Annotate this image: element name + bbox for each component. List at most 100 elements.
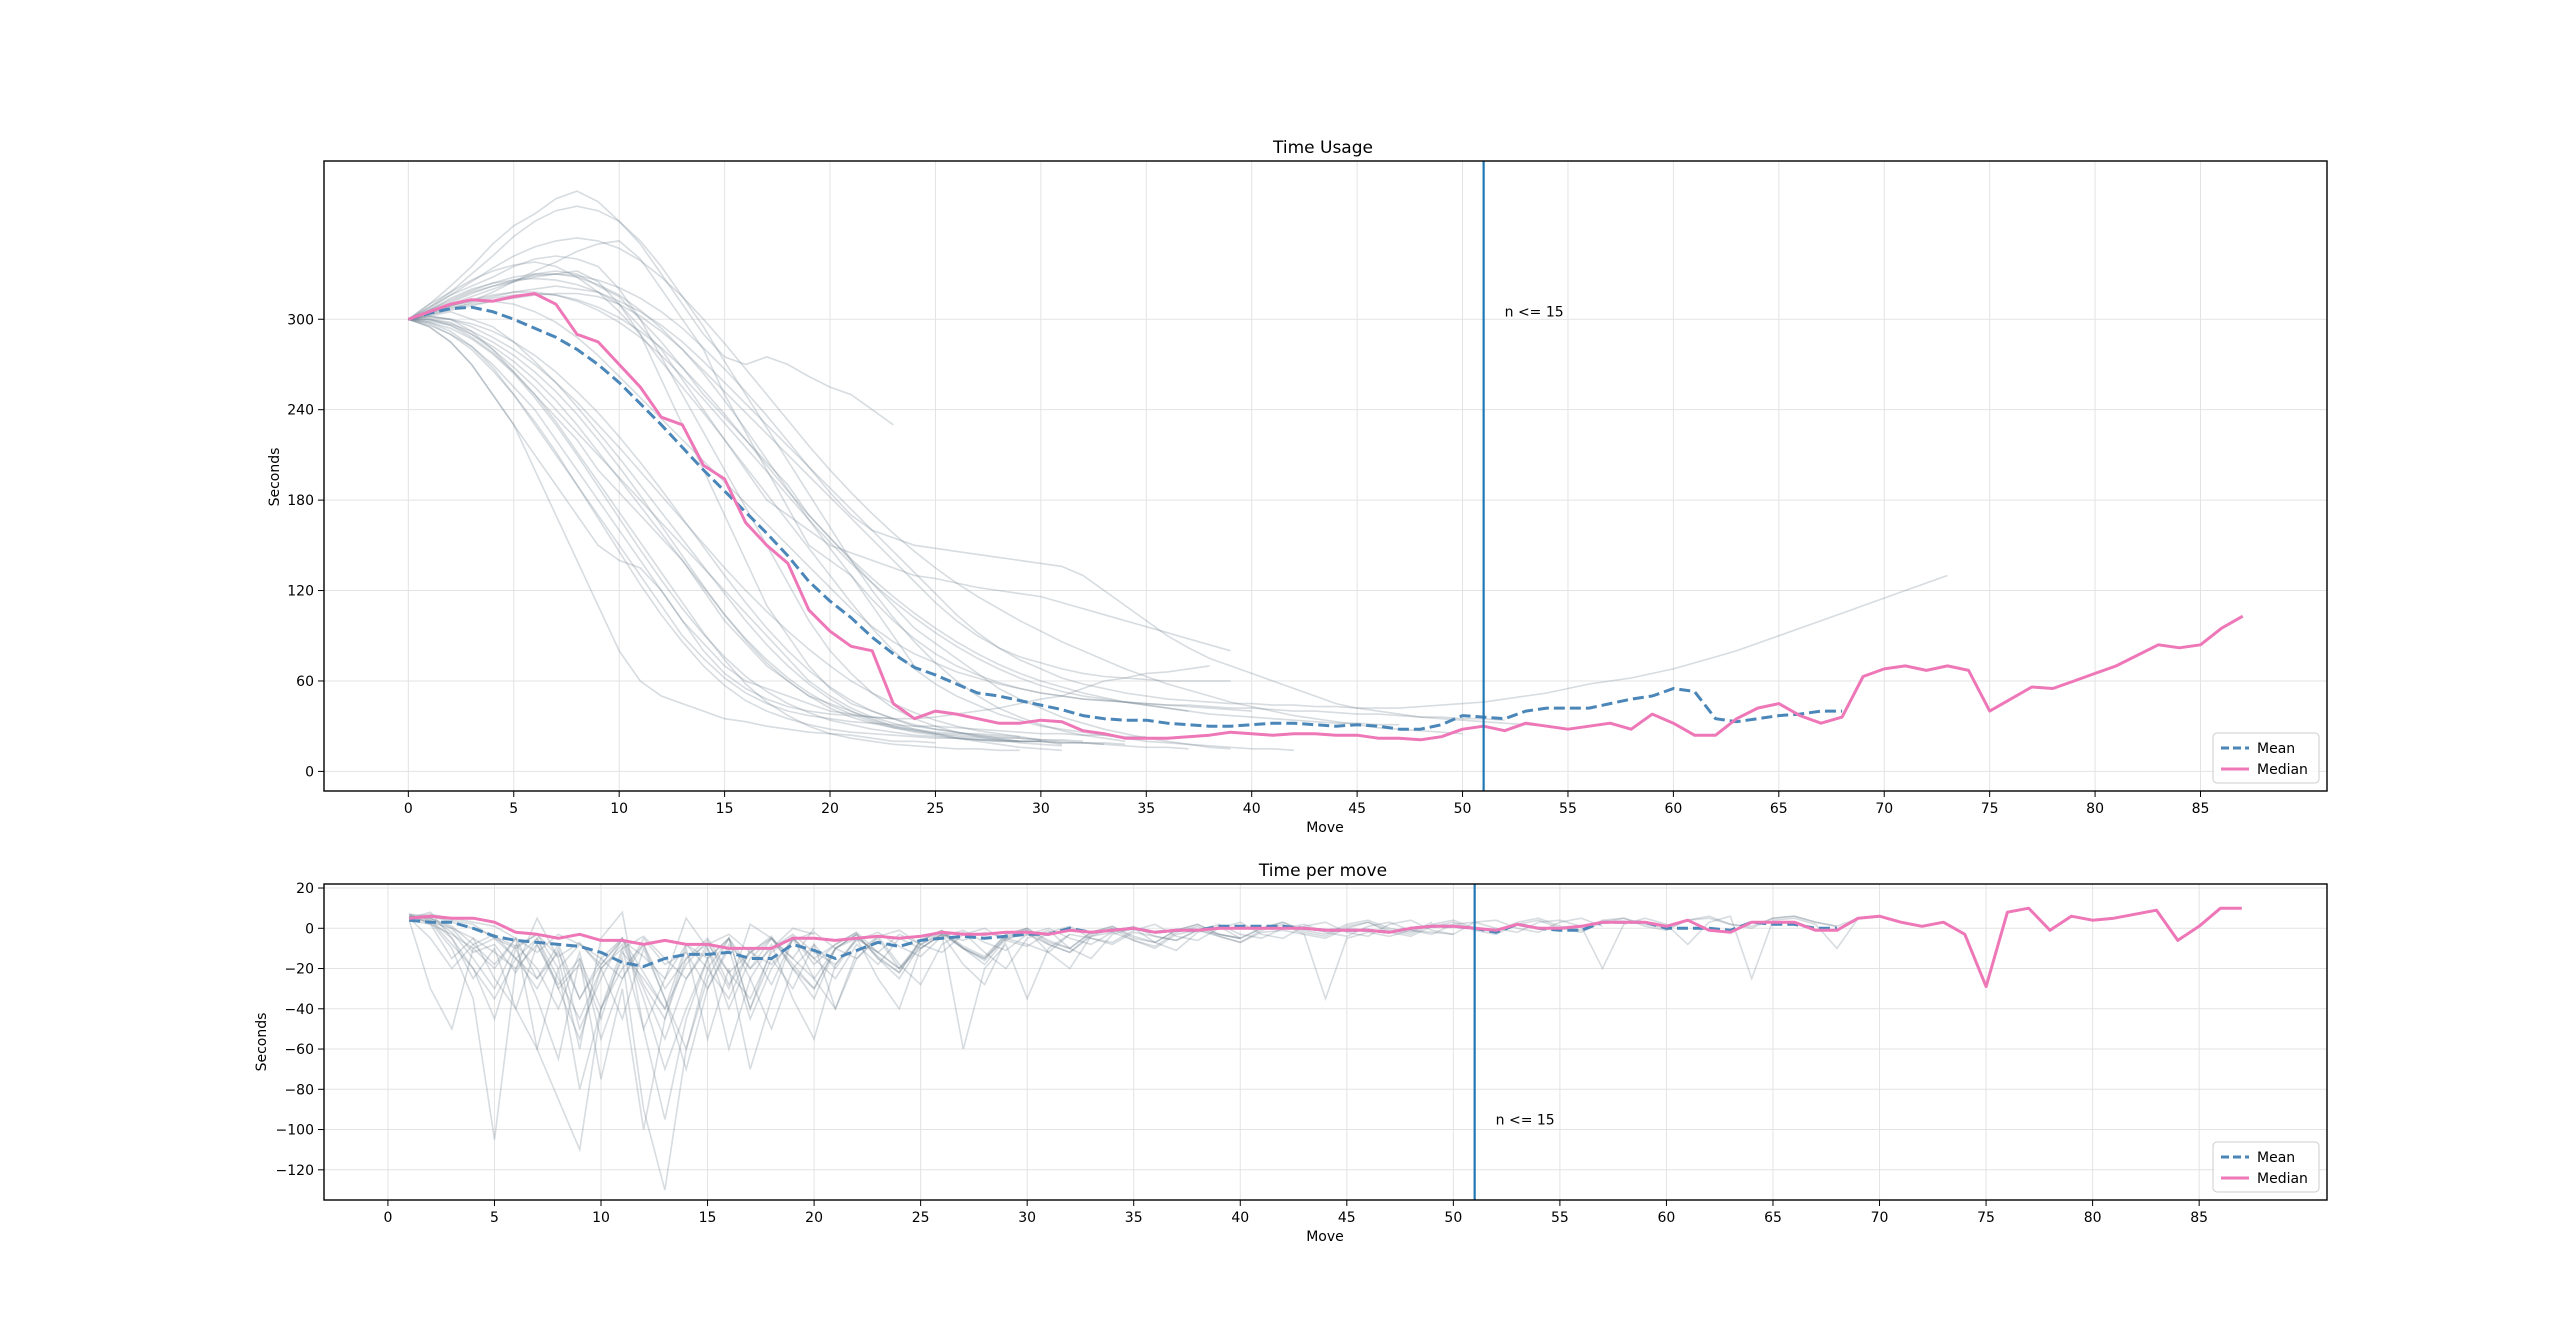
background-run-line <box>408 315 1189 750</box>
background-run-line <box>408 315 1020 738</box>
x-tick-label: 80 <box>2086 801 2104 817</box>
background-run-line <box>408 318 1210 720</box>
x-tick-label: 0 <box>383 1210 392 1226</box>
background-run-line <box>407 205 1126 743</box>
y-tick-label: 180 <box>287 493 314 509</box>
background-run-line <box>408 318 1126 746</box>
background-run-line <box>408 913 921 1052</box>
x-tick-label: 75 <box>1977 1210 1995 1226</box>
x-tick-label: 20 <box>821 801 839 817</box>
grid <box>324 884 2327 1200</box>
background-run-line <box>407 255 1062 747</box>
background-run-line <box>407 277 1948 709</box>
y-tick-label: −120 <box>276 1163 314 1179</box>
background-run-line <box>407 270 1063 746</box>
x-tick-label: 40 <box>1243 801 1261 817</box>
y-tick-label: 0 <box>305 764 314 780</box>
background-run-line <box>408 318 1020 752</box>
chart-title: Time per move <box>1258 861 1387 881</box>
background-run-line <box>409 915 1603 980</box>
median-series-line <box>407 292 2244 742</box>
x-tick-label: 55 <box>1551 1210 1569 1226</box>
x-tick-label: 85 <box>2192 801 2210 817</box>
background-run-line <box>409 915 1454 1042</box>
x-tick-label: 0 <box>404 801 413 817</box>
background-run-line <box>408 318 1147 738</box>
x-tick-label: 25 <box>912 1210 930 1226</box>
background-run-line <box>408 300 1505 721</box>
y-tick-label: −80 <box>284 1082 314 1098</box>
y-tick-label: −20 <box>284 962 314 978</box>
background-run-line <box>407 273 1252 712</box>
legend-label: Mean <box>2257 741 2295 757</box>
legend: Mean Median <box>2212 1141 2320 1193</box>
background-run-line <box>408 270 1231 750</box>
background-run-line <box>408 318 1062 752</box>
background-run-line <box>408 318 1041 743</box>
x-tick-label: 70 <box>1875 801 1893 817</box>
x-tick-label: 60 <box>1664 801 1682 817</box>
x-tick-label: 25 <box>927 801 945 817</box>
threshold-line: n <= 15 <box>1482 161 1564 791</box>
x-tick-label: 65 <box>1770 801 1788 817</box>
mean-series-line <box>407 305 1843 731</box>
legend: Mean Median <box>2212 732 2320 784</box>
x-tick-label: 75 <box>1981 801 1999 817</box>
background-run-line <box>407 237 1463 735</box>
background-run-line <box>408 318 1041 741</box>
x-tick-label: 15 <box>699 1210 717 1226</box>
axis-ticks: 0 5 10 15 20 25 30 35 40 45 50 55 60 65 70 75 80 85 0 60 120… <box>287 312 2209 817</box>
x-tick-label: 5 <box>509 801 518 817</box>
time-usage-chart: Time Usage n <= 15 0 5 10 15 20 25 30 35 40 45 50 5… <box>267 138 2328 836</box>
y-tick-label: 60 <box>296 674 314 690</box>
threshold-annotation: n <= 15 <box>1505 305 1564 321</box>
background-run-line <box>409 915 1859 1021</box>
x-tick-label: 20 <box>805 1210 823 1226</box>
x-tick-label: 40 <box>1231 1210 1249 1226</box>
x-tick-label: 45 <box>1348 801 1366 817</box>
background-run-line <box>407 190 894 426</box>
plot-frame <box>323 883 2328 1201</box>
x-tick-label: 5 <box>490 1210 499 1226</box>
background-run-line <box>408 273 1547 727</box>
series-lines <box>409 906 2242 989</box>
legend-label: Median <box>2257 762 2308 778</box>
y-tick-label: −100 <box>276 1123 314 1139</box>
x-tick-label: 55 <box>1559 801 1577 817</box>
threshold-line: n <= 15 <box>1473 884 1555 1200</box>
background-run-line <box>408 913 1113 1120</box>
series-lines <box>407 292 2244 742</box>
chart-title: Time Usage <box>1272 138 1373 158</box>
background-run-line <box>408 318 894 720</box>
x-tick-label: 80 <box>2084 1210 2102 1226</box>
background-run-line <box>408 316 1084 743</box>
background-run-line <box>408 240 916 667</box>
x-axis-label: Move <box>1306 1229 1344 1245</box>
x-tick-label: 70 <box>1871 1210 1889 1226</box>
y-tick-label: 120 <box>287 584 314 600</box>
x-tick-label: 60 <box>1658 1210 1676 1226</box>
x-axis-label: Move <box>1306 820 1344 836</box>
x-tick-label: 15 <box>716 801 734 817</box>
background-run-line <box>409 913 1241 991</box>
y-tick-label: 240 <box>287 403 314 419</box>
legend-label: Median <box>2257 1171 2308 1187</box>
x-tick-label: 65 <box>1764 1210 1782 1226</box>
time-per-move-chart: Time per move n <= 15 0 5 10 15 20 25 30 35 40 45… <box>254 861 2328 1245</box>
x-tick-label: 50 <box>1444 1210 1462 1226</box>
background-run-line <box>408 917 1071 1072</box>
y-tick-label: −60 <box>284 1042 314 1058</box>
x-tick-label: 35 <box>1125 1210 1143 1226</box>
x-tick-label: 50 <box>1454 801 1472 817</box>
median-series-line <box>409 906 2242 989</box>
x-tick-label: 10 <box>610 801 628 817</box>
background-run-line <box>408 919 815 1191</box>
y-tick-label: 0 <box>305 921 314 937</box>
x-tick-label: 30 <box>1032 801 1050 817</box>
background-run-line <box>409 915 1028 1022</box>
background-run-line <box>407 261 1294 752</box>
background-run-line <box>409 915 1241 1073</box>
background-run-line <box>408 285 1231 652</box>
background-run-line <box>408 318 1020 743</box>
